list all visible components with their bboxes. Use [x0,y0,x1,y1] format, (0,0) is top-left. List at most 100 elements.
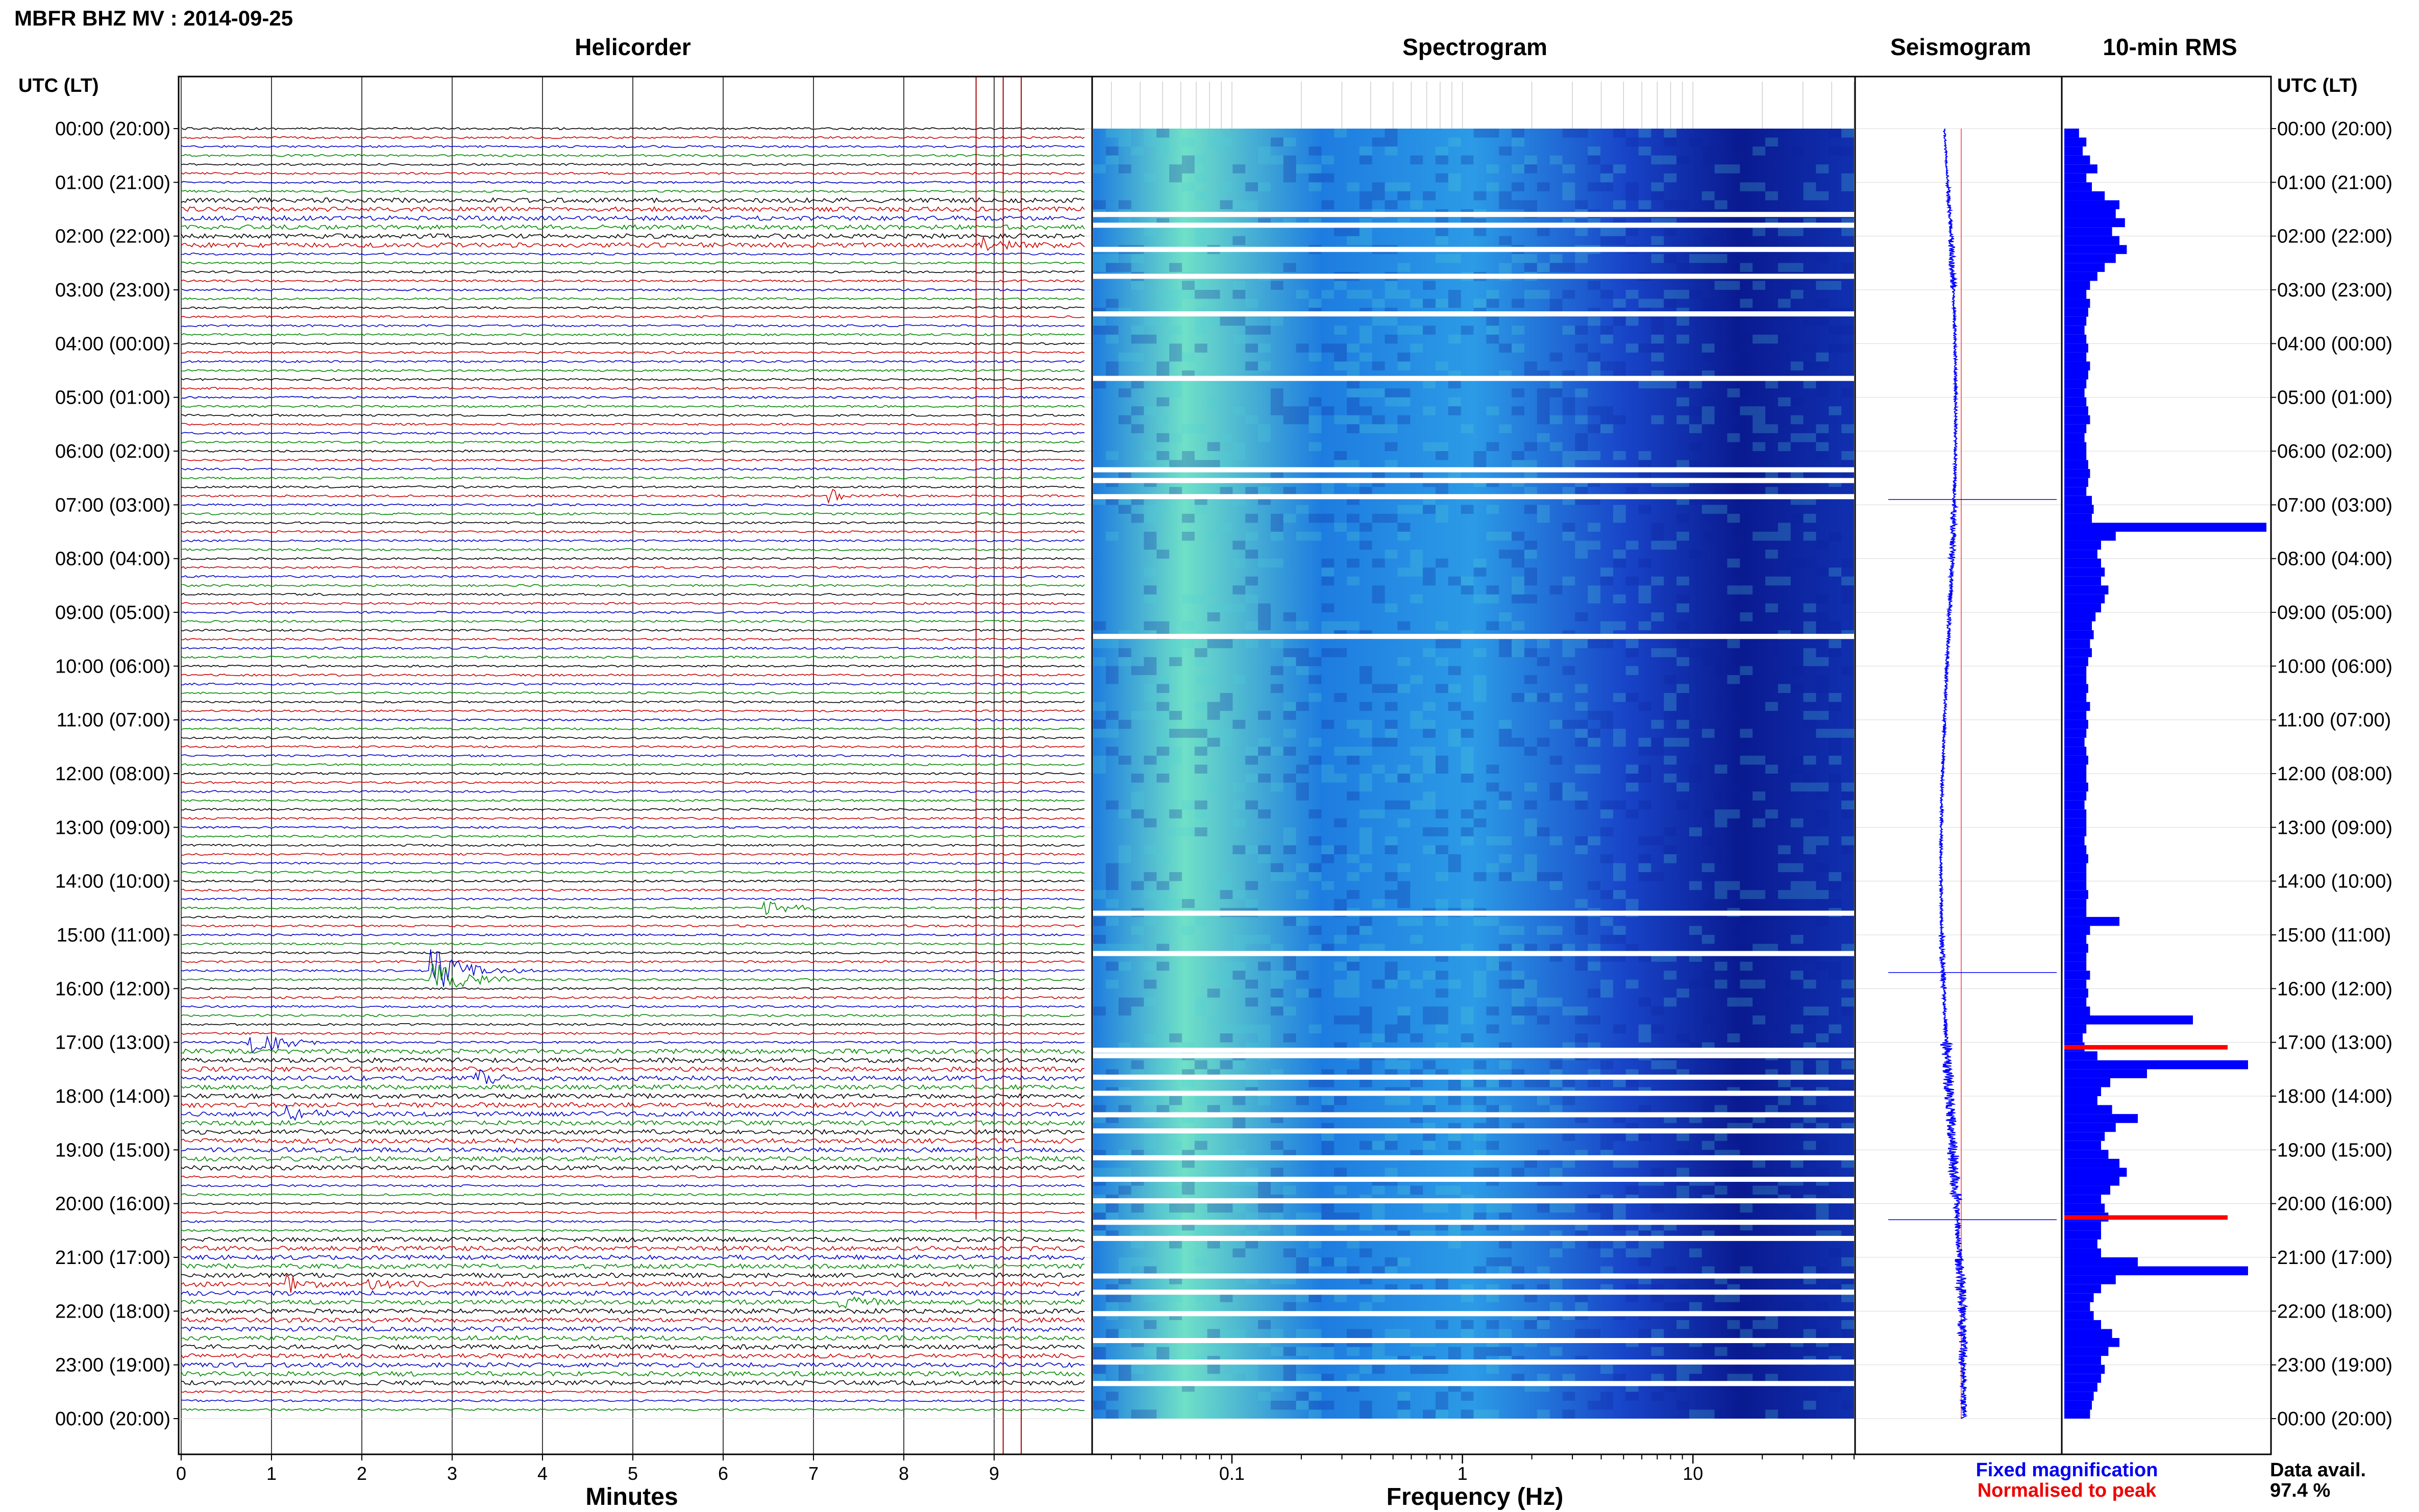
spectrogram-cell [1283,415,1296,425]
spectrogram-cell [1156,944,1170,953]
spectrogram-cell [1486,1409,1499,1419]
spectrogram-cell [1144,755,1157,765]
spectrogram-cell [1144,1033,1157,1043]
rms-peak-bar [2064,1045,2228,1050]
spectrogram-cell [1435,809,1448,819]
spectrogram-cell [1600,236,1613,245]
spectrogram-cell [1841,451,1854,460]
rms-bar [2064,191,2105,201]
spectrogram-cell [1562,576,1575,586]
spectrogram-cell [1790,1168,1804,1177]
time-label-left: 11:00 (07:00) [57,710,170,731]
spectrogram-cell [1575,791,1588,801]
spectrogram-cell [1093,944,1106,953]
spectrogram-cell [1194,1096,1207,1105]
helicorder-trace [181,754,1085,757]
spectrogram-cell [1499,146,1512,156]
spectrogram-cell [1499,1212,1512,1222]
spectrogram-cell [1778,397,1791,407]
helicorder-trace [181,942,1085,946]
spectrogram-cell [1093,254,1106,263]
spectrogram-cell [1232,442,1246,451]
spectrogram-cell [1258,1203,1271,1213]
spectrogram-cell [1423,755,1436,765]
spectrogram-cell [1169,1293,1182,1302]
helicorder-trace [181,1296,1085,1309]
spectrogram-cell [1778,612,1791,622]
spectrogram-cell [1207,316,1220,326]
spectrogram-cell [1385,720,1398,729]
spectrogram-cell [1118,352,1131,362]
station-title: MBFR BHZ MV : 2014-09-25 [14,6,293,30]
rms-bar [2064,603,2101,612]
rms-bar [2064,406,2088,415]
spectrogram-cell [1194,1141,1207,1150]
spectrogram-cell [1461,1320,1474,1329]
spectrogram-cell [1461,1392,1474,1401]
spectrogram-cell [1321,567,1335,577]
spectrogram-cell [1347,1329,1360,1338]
spectrogram-cell [1588,540,1600,550]
spectrogram-header-area [1093,78,1854,129]
rms-bar [2064,953,2087,962]
rms-bar [2064,1141,2101,1150]
spectrogram-cell [1727,513,1740,523]
spectrogram-cell [1359,406,1372,415]
spectrogram-cell [1562,666,1575,675]
spectrogram-cell [1512,594,1524,604]
spectrogram-cell [1740,1203,1753,1213]
helicorder-trace [181,901,1085,915]
rms-bar [2064,1123,2116,1132]
spectrogram-cell [1664,540,1677,550]
spectrogram-cell [1347,1212,1360,1222]
time-label-left: 21:00 (17:00) [55,1247,170,1269]
spectrogram-cell [1093,657,1106,666]
spectrogram-cell [1181,729,1195,738]
spectrogram-cell [1220,523,1233,532]
spectrogram-cell [1752,532,1766,541]
spectrogram-cell [1309,693,1322,702]
helicorder-trace [181,1202,1085,1205]
spectrogram-cell [1549,155,1563,165]
spectrogram-cell [1410,935,1423,944]
spectrogram-cell [1689,720,1702,729]
spectrogram-cell [1512,944,1524,953]
spectrogram-cell [1575,737,1588,747]
spectrogram-cell [1461,585,1474,594]
spectrogram-cell [1296,1329,1309,1338]
spectrogram-cell [1524,782,1537,792]
spectrogram-cell [1093,1365,1106,1374]
rms-bar [2064,747,2087,756]
spectrogram-cell [1803,971,1816,980]
spectrogram-cell [1435,988,1448,998]
spectrogram-cell [1664,845,1677,854]
spectrogram-cell [1816,316,1829,326]
spectrogram-cell [1625,227,1639,236]
spectrogram-cell [1423,1365,1436,1374]
spectrogram-cell [1816,899,1829,908]
helicorder-trace [181,736,1085,739]
spectrogram-cell [1701,406,1715,415]
spectrogram-cell [1359,845,1372,854]
spectrogram-cell [1549,1168,1563,1177]
spectrogram-cell [1232,1365,1246,1374]
spectrogram-cell [1321,487,1335,496]
spectrogram-cell [1334,326,1347,335]
spectrogram-cell [1562,523,1575,532]
spectrogram-cell [1093,916,1106,926]
spectrogram-cell [1752,424,1766,433]
spectrogram-cell [1790,764,1804,774]
spectrogram-cell [1309,182,1322,191]
rms-bar [2064,1114,2138,1123]
spectrogram-cell [1144,666,1157,675]
spectrogram-cell [1816,684,1829,693]
spectrogram-cell [1524,854,1537,863]
spectrogram-cell [1600,1212,1613,1222]
spectrogram-cell [1829,971,1842,980]
spectrogram-cell [1245,845,1258,854]
spectrogram-cell [1207,460,1220,469]
spectrogram-cell [1321,290,1335,299]
spectrogram-cell [1181,182,1195,191]
spectrogram-cell [1512,926,1524,935]
spectrogram-cell [1600,567,1613,577]
